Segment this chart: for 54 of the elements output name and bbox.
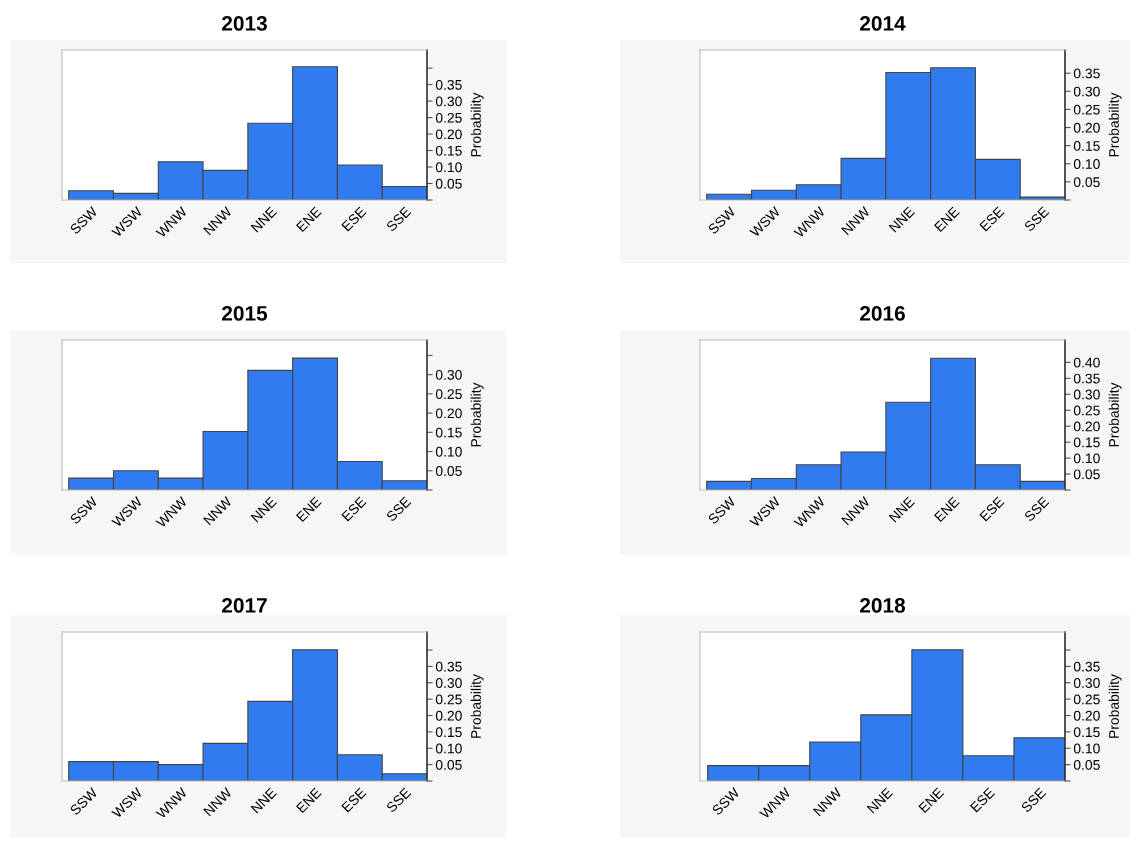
y-tick-label: 0.25: [435, 694, 462, 705]
y-tick-label: 0.05: [435, 759, 462, 770]
y-tick-label: 0.30: [435, 369, 462, 380]
y-tick-label: 0.15: [1073, 727, 1100, 738]
y-tick-label: 0.10: [435, 162, 462, 173]
y-tick-label: 0.05: [1073, 469, 1100, 480]
y-tick-label: 0.25: [1073, 694, 1100, 705]
y-tick-label: 0.30: [1073, 389, 1100, 400]
y-tick-label: 0.20: [1073, 122, 1100, 133]
y-tick-label: 0.05: [435, 178, 462, 189]
chart-title: 2018: [860, 598, 906, 613]
y-tick-label: 0.25: [435, 112, 462, 123]
y-tick-label: 0.10: [435, 743, 462, 754]
chart-title: 2017: [222, 598, 267, 613]
y-tick-label: 0.15: [435, 427, 462, 438]
y-axis-title: Probability: [1108, 92, 1122, 157]
y-tick-label: 0.35: [435, 79, 462, 90]
y-tick-label: 0.10: [435, 446, 462, 457]
y-tick-label: 0.05: [1073, 177, 1100, 188]
y-tick-label: 0.15: [435, 145, 462, 156]
y-tick-label: 0.10: [1073, 159, 1100, 169]
chart-title: 2014: [860, 16, 906, 31]
y-tick-label: 0.20: [435, 408, 462, 419]
y-axis-title: Probability: [470, 92, 484, 157]
y-tick-label: 0.20: [1073, 710, 1100, 721]
chart-title: 2015: [222, 306, 268, 321]
chart-title: 2016: [860, 306, 905, 321]
y-tick-label: 0.05: [435, 466, 462, 476]
y-tick-label: 0.25: [435, 389, 462, 400]
y-tick-label: 0.30: [435, 96, 462, 107]
y-tick-label: 0.25: [1073, 405, 1100, 416]
y-tick-label: 0.35: [1073, 68, 1100, 79]
y-axis-title: Probability: [1108, 674, 1122, 738]
y-tick-label: 0.30: [1073, 678, 1100, 688]
chart-title: 2013: [222, 16, 267, 31]
y-tick-label: 0.20: [435, 710, 462, 721]
y-tick-label: 0.35: [435, 661, 462, 672]
y-tick-label: 0.15: [1073, 437, 1100, 448]
y-tick-label: 0.15: [1073, 140, 1100, 151]
y-tick-label: 0.40: [1073, 357, 1100, 368]
y-tick-label: 0.10: [1073, 453, 1100, 464]
y-tick-label: 0.05: [1073, 759, 1100, 770]
y-tick-label: 0.25: [1073, 104, 1100, 115]
y-axis-title: Probability: [1108, 382, 1122, 447]
y-axis-title: Probability: [470, 382, 484, 447]
y-axis-title: Probability: [470, 674, 484, 738]
y-tick-label: 0.20: [435, 129, 462, 140]
y-tick-label: 0.20: [1073, 421, 1100, 432]
y-tick-label: 0.15: [435, 727, 462, 738]
y-tick-label: 0.30: [1073, 86, 1100, 97]
y-tick-label: 0.10: [1073, 743, 1100, 754]
y-tick-label: 0.35: [1073, 661, 1100, 672]
y-tick-label: 0.35: [1073, 373, 1100, 384]
y-tick-label: 0.30: [435, 678, 462, 688]
